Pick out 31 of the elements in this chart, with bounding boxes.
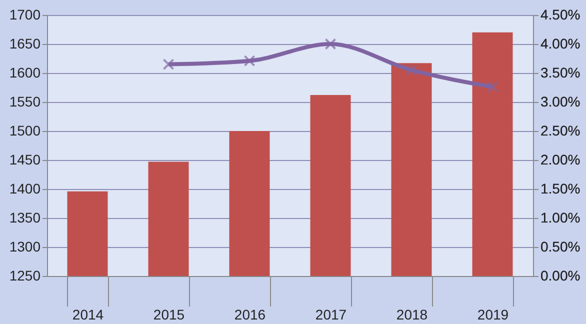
y2-tick-label: 0.50% — [540, 238, 580, 254]
y2-tick-label: 2.00% — [540, 152, 580, 168]
y2-tick-label: 3.00% — [540, 94, 580, 110]
y-tick-label: 1500 — [9, 122, 41, 138]
x-tick-label: 2019 — [477, 306, 509, 322]
y-tick-label: 1400 — [9, 180, 41, 196]
y-tick-label: 1300 — [9, 238, 41, 254]
y2-tick-label: 1.50% — [540, 180, 580, 196]
y2-tick-label: 4.00% — [540, 36, 580, 52]
y2-tick-label: 1.00% — [540, 210, 580, 226]
y-tick-label: 1650 — [9, 36, 41, 52]
y-tick-label: 1700 — [9, 6, 41, 22]
x-tick-label: 2014 — [72, 306, 104, 322]
x-tick-label: 2017 — [315, 306, 347, 322]
y-tick-label: 1600 — [9, 64, 41, 80]
y-tick-label: 1350 — [9, 210, 41, 226]
y-tick-label: 1250 — [9, 268, 41, 284]
point — [324, 38, 336, 50]
point — [162, 58, 174, 70]
point — [244, 55, 256, 67]
y2-tick-label: 2.50% — [540, 122, 580, 138]
y2-tick-label: 0.00% — [540, 268, 580, 284]
y-tick-label: 1550 — [9, 94, 41, 110]
point — [406, 64, 418, 76]
x-tick-label: 2018 — [396, 306, 428, 322]
y-tick-label: 1450 — [9, 152, 41, 168]
point — [486, 81, 498, 93]
x-tick-label: 2016 — [234, 306, 266, 322]
y2-tick-label: 3.50% — [540, 64, 580, 80]
y2-tick-label: 4.50% — [540, 6, 580, 22]
x-tick-label: 2015 — [153, 306, 185, 322]
